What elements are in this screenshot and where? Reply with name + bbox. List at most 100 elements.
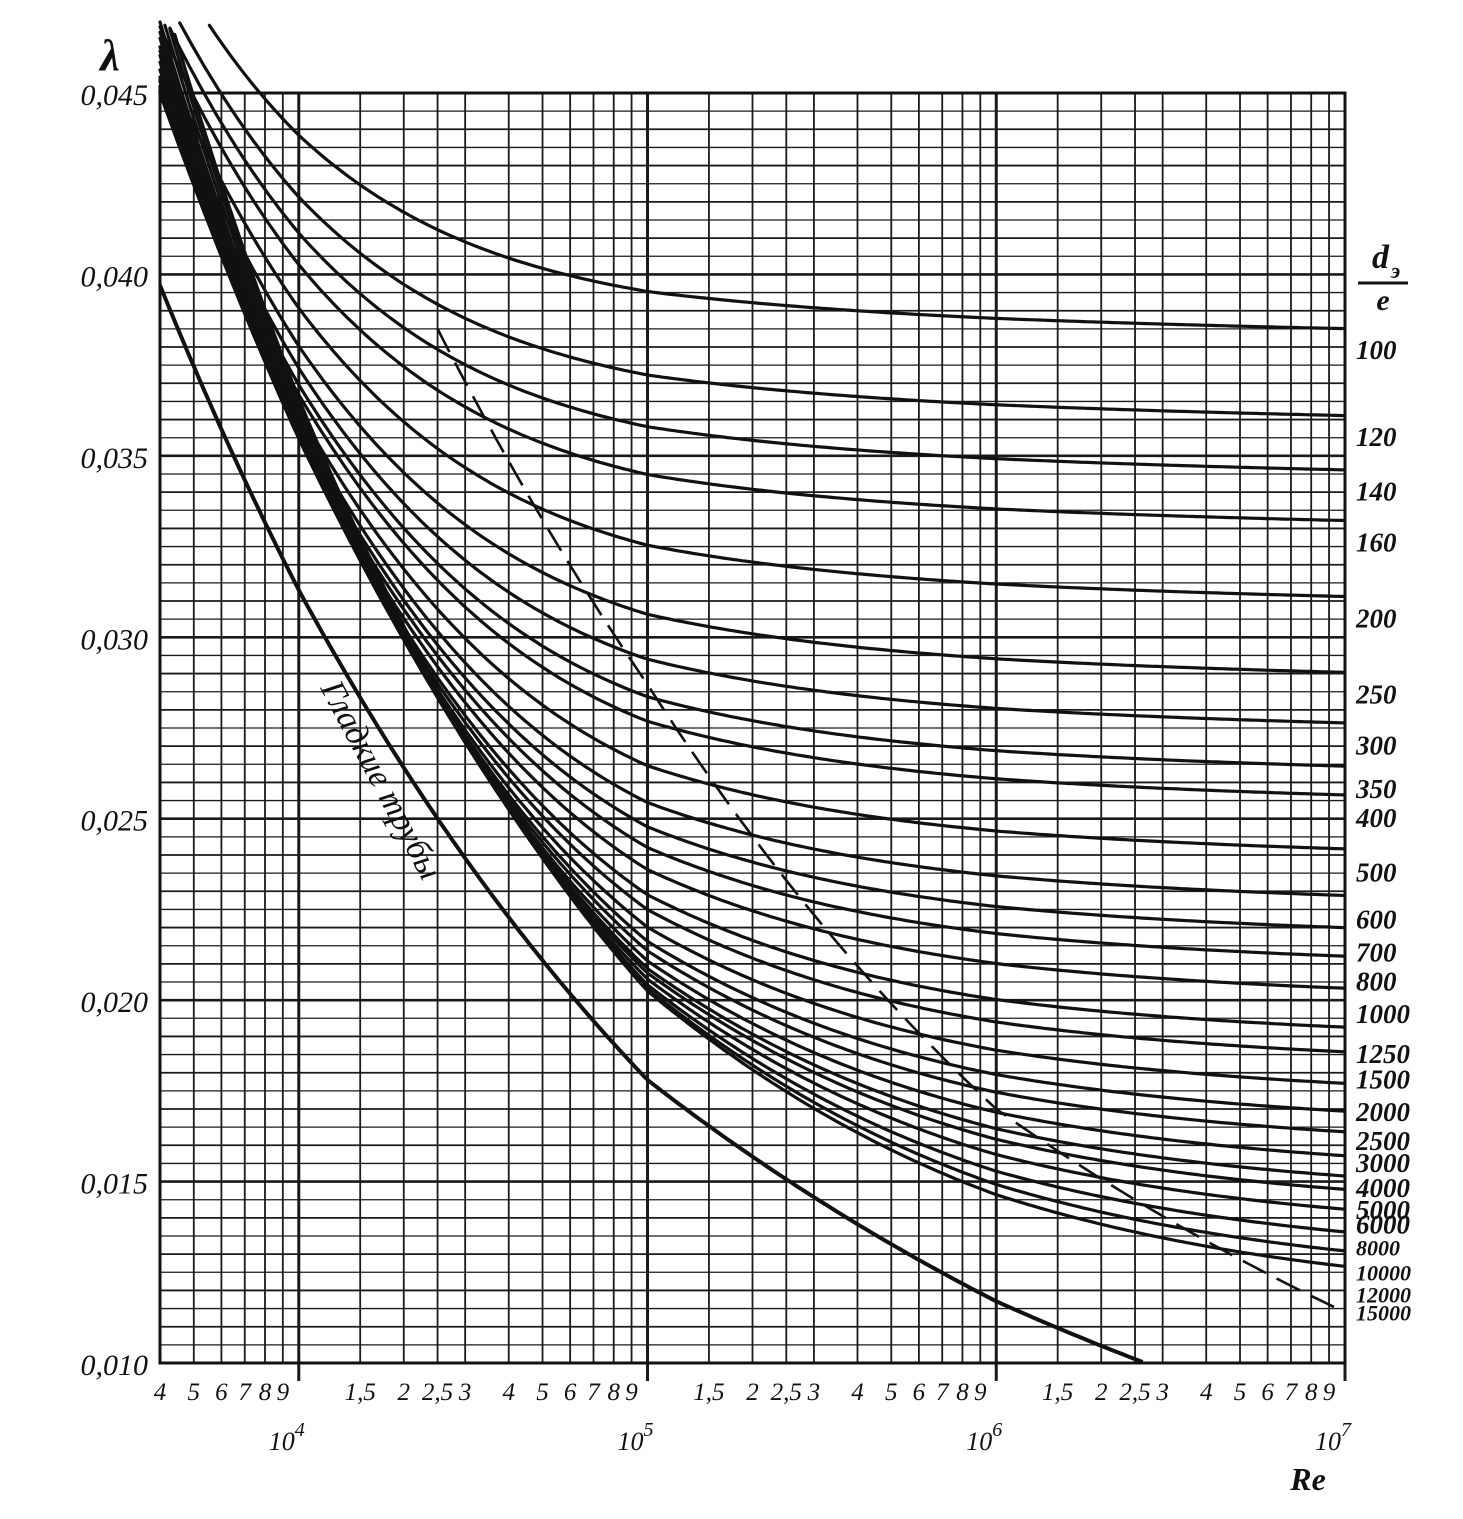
x-tick-label: 4 bbox=[851, 1379, 864, 1406]
series-curve-12000 bbox=[168, 27, 1347, 1253]
y-tick-label: 0,045 bbox=[81, 79, 149, 112]
x-decade-label: 107 bbox=[1315, 1419, 1352, 1456]
series-curve-100 bbox=[207, 23, 1347, 331]
plot-frame bbox=[158, 91, 1347, 1365]
x-tick-label: 1,5 bbox=[1042, 1379, 1073, 1406]
y-tick-label: 0,015 bbox=[81, 1168, 149, 1201]
series-label-2500: 2500 bbox=[1355, 1126, 1411, 1156]
series-label-1500: 1500 bbox=[1356, 1064, 1411, 1094]
x-tick-label: 8 bbox=[607, 1379, 620, 1406]
series-curve-120 bbox=[178, 21, 1347, 418]
y-tick-label: 0,010 bbox=[81, 1349, 149, 1382]
y-tick-label: 0,040 bbox=[81, 260, 149, 293]
x-axis-label: Re bbox=[1289, 1461, 1326, 1497]
legend-title-top: d bbox=[1372, 239, 1390, 276]
x-tick-label: 8 bbox=[956, 1379, 969, 1406]
x-decade-label: 104 bbox=[269, 1419, 305, 1456]
x-tick-label: 9 bbox=[277, 1379, 290, 1406]
x-tick-label: 6 bbox=[215, 1379, 228, 1406]
series-curve-500 bbox=[158, 91, 1347, 851]
series-curve-300 bbox=[158, 78, 1347, 725]
y-tick-label: 0,025 bbox=[81, 805, 149, 838]
series-label-1250: 1250 bbox=[1356, 1039, 1411, 1069]
x-tick-label: 2,5 bbox=[422, 1379, 453, 1406]
legend-title-bottom: e bbox=[1376, 284, 1389, 317]
series-label-15000: 15000 bbox=[1356, 1301, 1411, 1326]
x-tick-label: 7 bbox=[936, 1379, 950, 1406]
x-tick-label: 4 bbox=[502, 1379, 515, 1406]
series-label-600: 600 bbox=[1356, 905, 1397, 935]
x-tick-label: 8 bbox=[1305, 1379, 1318, 1406]
series-label-250: 250 bbox=[1355, 680, 1397, 710]
x-tick-label: 6 bbox=[564, 1379, 577, 1406]
x-tick-label: 2,5 bbox=[771, 1379, 802, 1406]
x-tick-label: 5 bbox=[885, 1379, 898, 1406]
x-tick-label: 2 bbox=[398, 1379, 411, 1406]
y-tick-label: 0,030 bbox=[81, 623, 149, 656]
series-label-160: 160 bbox=[1356, 527, 1397, 557]
x-tick-label: 3 bbox=[807, 1379, 821, 1406]
x-tick-label: 2 bbox=[1095, 1379, 1108, 1406]
y-axis-label: λ bbox=[98, 31, 120, 80]
series-curve-350 bbox=[158, 84, 1347, 768]
x-tick-label: 7 bbox=[239, 1379, 253, 1406]
smooth-pipe-label: Гладкие трубы bbox=[312, 674, 448, 886]
series-label-300: 300 bbox=[1355, 731, 1397, 761]
y-tick-label: 0,035 bbox=[81, 442, 149, 475]
series-label-100: 100 bbox=[1356, 335, 1397, 365]
x-tick-label: 2 bbox=[746, 1379, 759, 1406]
series-label-140: 140 bbox=[1356, 477, 1397, 507]
series-label-2000: 2000 bbox=[1355, 1097, 1411, 1127]
y-tick-label: 0,020 bbox=[81, 986, 149, 1019]
series-curve-15000 bbox=[173, 32, 1347, 1268]
x-tick-label: 8 bbox=[259, 1379, 272, 1406]
x-decade-label: 105 bbox=[618, 1419, 654, 1456]
series-label-3000: 3000 bbox=[1355, 1148, 1411, 1178]
x-tick-label: 5 bbox=[188, 1379, 201, 1406]
series-curve-140 bbox=[168, 26, 1347, 472]
series-label-500: 500 bbox=[1356, 858, 1397, 888]
x-tick-label: 5 bbox=[536, 1379, 549, 1406]
series-label-4000: 4000 bbox=[1355, 1173, 1411, 1203]
series-curve-250 bbox=[158, 68, 1347, 674]
x-tick-label: 3 bbox=[1155, 1379, 1169, 1406]
x-tick-label: 9 bbox=[974, 1379, 987, 1406]
series-label-700: 700 bbox=[1356, 937, 1397, 967]
series-curve-400 bbox=[158, 87, 1347, 797]
series-label-350: 350 bbox=[1355, 774, 1397, 804]
series-label-200: 200 bbox=[1355, 604, 1397, 634]
series-label-8000: 8000 bbox=[1356, 1235, 1400, 1260]
series-curve-160 bbox=[158, 25, 1347, 523]
x-tick-label: 4 bbox=[154, 1379, 167, 1406]
boundary-dashed-curve bbox=[436, 328, 1346, 1314]
legend-title: d э e bbox=[1358, 239, 1408, 317]
series-label-1000: 1000 bbox=[1356, 999, 1411, 1029]
x-tick-label: 2,5 bbox=[1119, 1379, 1150, 1406]
series-curve-10000 bbox=[163, 23, 1347, 1234]
x-tick-label: 6 bbox=[1261, 1379, 1274, 1406]
x-tick-label: 9 bbox=[625, 1379, 638, 1406]
series-label-10000: 10000 bbox=[1356, 1261, 1411, 1286]
x-tick-label: 9 bbox=[1323, 1379, 1336, 1406]
series-curve-8000 bbox=[158, 20, 1347, 1211]
x-tick-label: 4 bbox=[1200, 1379, 1213, 1406]
x-tick-label: 7 bbox=[1285, 1379, 1299, 1406]
series-label-12000: 12000 bbox=[1356, 1282, 1411, 1307]
x-tick-label: 3 bbox=[458, 1379, 472, 1406]
x-tick-label: 1,5 bbox=[345, 1379, 376, 1406]
series-label-5000: 5000 bbox=[1356, 1195, 1411, 1225]
curve-layer bbox=[158, 20, 1347, 1364]
x-tick-label: 7 bbox=[587, 1379, 601, 1406]
series-label-400: 400 bbox=[1355, 803, 1397, 833]
series-label-800: 800 bbox=[1356, 966, 1397, 996]
x-tick-label: 6 bbox=[913, 1379, 926, 1406]
x-decade-label: 106 bbox=[966, 1419, 1002, 1456]
series-label-6000: 6000 bbox=[1356, 1209, 1411, 1239]
x-tick-label: 5 bbox=[1234, 1379, 1247, 1406]
legend-title-subscript: э bbox=[1390, 258, 1400, 283]
series-curve-600 bbox=[158, 91, 1347, 898]
smooth-pipe-curve bbox=[158, 284, 1144, 1364]
series-curve-200 bbox=[158, 49, 1347, 599]
